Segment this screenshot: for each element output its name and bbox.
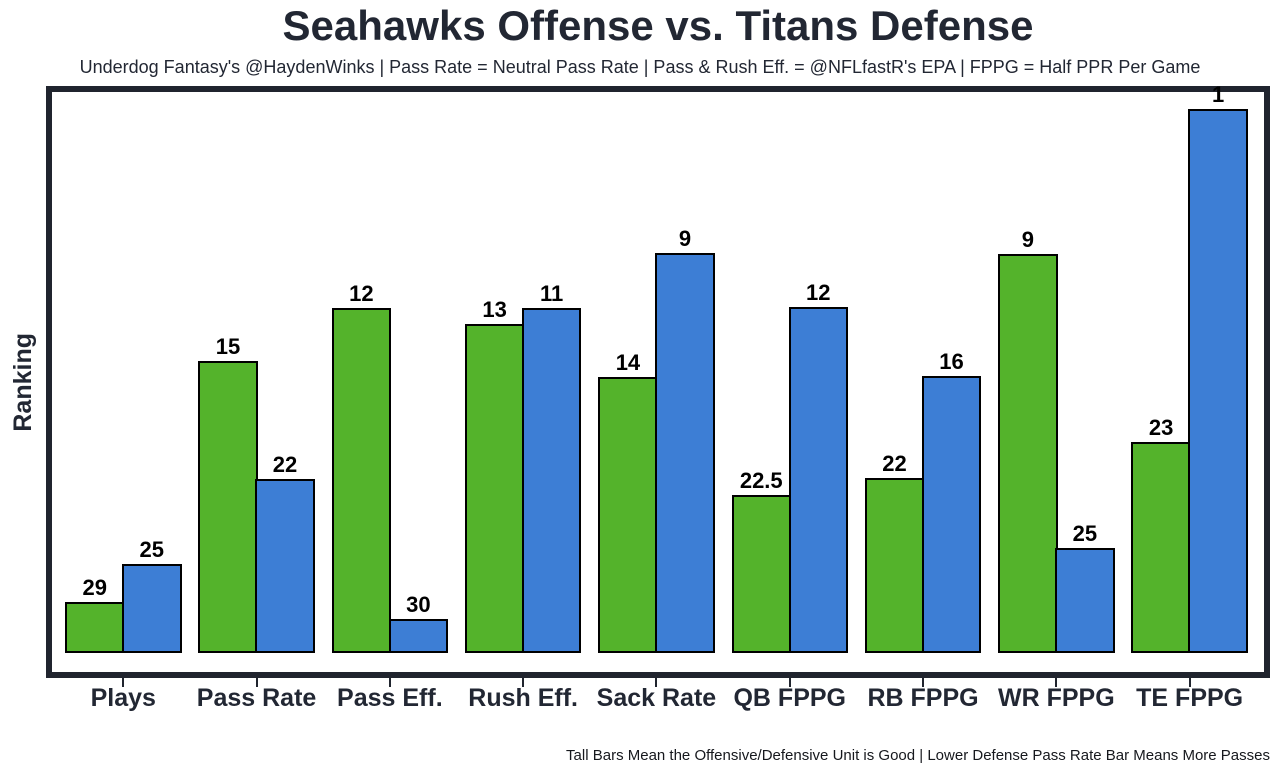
bar-seahawks-offense-pass-rate <box>198 361 258 653</box>
bar-titans-defense-wr-fppg <box>1055 548 1115 653</box>
chart-subtitle: Underdog Fantasy's @HaydenWinks | Pass R… <box>79 57 1201 77</box>
x-axis-label-sack-rate: Sack Rate <box>596 684 717 712</box>
rank-label-seahawks-offense-te-fppg: 23 <box>1148 415 1174 440</box>
rank-label-titans-defense-te-fppg: 1 <box>1212 82 1225 107</box>
x-axis-label-rb-fppg: RB FPPG <box>867 684 979 712</box>
x-axis-tick-pass-rate <box>255 678 258 687</box>
x-axis-tick-plays <box>122 678 125 687</box>
rank-label-titans-defense-wr-fppg: 25 <box>1072 521 1098 546</box>
bar-seahawks-offense-pass-eff <box>331 308 392 653</box>
x-axis-tick-pass-eff <box>388 678 391 687</box>
bar-titans-defense-qb-fppg <box>788 307 848 653</box>
x-axis-tick-wr-fppg <box>1055 678 1058 687</box>
chart-title: Seahawks Offense vs. Titans Defense <box>282 2 1034 49</box>
x-axis-label-pass-rate: Pass Rate <box>196 684 317 712</box>
x-axis-label-qb-fppg: QB FPPG <box>733 684 846 712</box>
y-axis-label: Ranking <box>8 332 37 432</box>
rank-label-seahawks-offense-sack-rate: 14 <box>615 350 641 375</box>
bar-titans-defense-pass-rate <box>255 479 315 653</box>
rank-label-seahawks-offense-rush-eff: 13 <box>482 297 507 322</box>
bar-seahawks-offense-rush-eff <box>464 324 525 653</box>
rank-label-titans-defense-pass-rate: 22 <box>272 452 298 477</box>
rank-label-titans-defense-qb-fppg: 12 <box>806 280 831 305</box>
x-axis-label-plays: Plays <box>90 684 156 712</box>
bar-seahawks-offense-rb-fppg <box>864 478 925 653</box>
x-axis-tick-qb-fppg <box>788 678 791 687</box>
rank-label-seahawks-offense-qb-fppg: 22.5 <box>739 468 783 493</box>
x-axis-tick-rush-eff <box>522 678 525 687</box>
x-axis-label-pass-eff: Pass Eff. <box>337 684 443 712</box>
rank-label-seahawks-offense-wr-fppg: 9 <box>1021 227 1034 252</box>
x-axis-label-te-fppg: TE FPPG <box>1136 684 1244 712</box>
bar-titans-defense-plays <box>122 564 182 653</box>
bar-seahawks-offense-qb-fppg <box>731 495 791 653</box>
rank-label-titans-defense-plays: 25 <box>139 537 164 562</box>
rank-label-seahawks-offense-plays: 29 <box>82 575 107 600</box>
bars-layer: 29 25 15 22 12 30 13 11 14 9 22.5 12 22 16 9 25 23 1 <box>52 82 1264 672</box>
plot-area: 29 25 15 22 12 30 13 11 14 9 22.5 12 22 16 9 25 23 1 <box>46 82 1270 678</box>
bar-seahawks-offense-plays <box>65 602 125 653</box>
x-axis-tick-sack-rate <box>655 678 658 687</box>
rank-label-titans-defense-pass-eff: 30 <box>406 592 431 617</box>
bar-titans-defense-te-fppg <box>1188 109 1248 653</box>
bar-seahawks-offense-sack-rate <box>598 377 658 653</box>
rank-label-seahawks-offense-pass-rate: 15 <box>215 334 241 359</box>
rank-label-titans-defense-rb-fppg: 16 <box>939 349 964 374</box>
rank-label-seahawks-offense-rb-fppg: 22 <box>882 451 907 476</box>
bar-titans-defense-rush-eff <box>521 308 582 653</box>
bar-seahawks-offense-te-fppg <box>1131 442 1191 653</box>
x-axis-tick-rb-fppg <box>922 678 925 687</box>
rank-label-titans-defense-rush-eff: 11 <box>540 281 564 306</box>
y-axis-label-container: Ranking <box>6 92 40 672</box>
rank-label-titans-defense-sack-rate: 9 <box>678 226 692 251</box>
footer-note: Tall Bars Mean the Offensive/Defensive U… <box>566 747 1270 764</box>
bar-titans-defense-sack-rate <box>655 253 715 653</box>
bar-seahawks-offense-wr-fppg <box>998 254 1058 653</box>
bar-titans-defense-pass-eff <box>388 619 449 653</box>
x-axis-tick-te-fppg <box>1188 678 1191 687</box>
bar-titans-defense-rb-fppg <box>921 376 982 653</box>
x-axis-label-rush-eff: Rush Eff. <box>468 684 578 712</box>
rank-label-seahawks-offense-pass-eff: 12 <box>349 281 374 306</box>
x-axis-label-wr-fppg: WR FPPG <box>998 684 1115 712</box>
